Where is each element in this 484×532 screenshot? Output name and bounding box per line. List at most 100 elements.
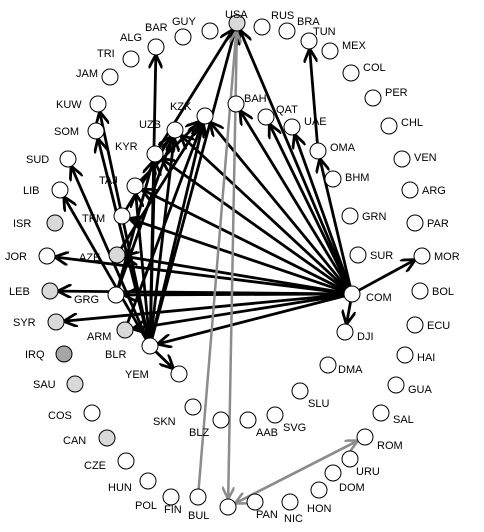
node-label: SAL: [393, 414, 414, 426]
node-circle: [227, 95, 245, 113]
node-circle: [89, 95, 107, 113]
node-label: SUD: [26, 154, 49, 166]
node-circle: [411, 282, 429, 300]
node-label: COM: [366, 292, 392, 304]
node-label: NIC: [284, 513, 303, 525]
node-kuw: KUW: [56, 95, 107, 113]
node-label: KZK: [170, 101, 192, 113]
node-circle: [336, 323, 354, 341]
node-label: BAH: [244, 93, 267, 105]
edge-com-to-uae: [295, 135, 351, 287]
node-label: AAB: [256, 427, 278, 439]
node-label: COS: [48, 410, 72, 422]
node-label: BRA: [297, 16, 320, 28]
node-circle: [219, 498, 237, 516]
node-leb: LEB: [9, 282, 59, 300]
node-circle: [38, 247, 56, 265]
node-label: PAR: [427, 218, 449, 230]
node-label: URU: [356, 466, 380, 478]
node-qat: QAT: [257, 104, 298, 126]
edge-com-to-blr: [159, 294, 345, 344]
node-dji: DJI: [336, 323, 374, 343]
node-label: HON: [307, 503, 332, 515]
node-circle: [356, 428, 374, 446]
node-circle: [341, 207, 359, 225]
node-circle: [342, 64, 360, 82]
node-blz: BLZ: [189, 411, 230, 439]
node-label: AZE: [79, 252, 100, 264]
node-circle: [319, 356, 337, 374]
node-tkm: TKM: [82, 207, 131, 225]
node-label: MOR: [434, 251, 460, 263]
node-circle: [116, 321, 134, 339]
node-isr: ISR: [13, 214, 64, 232]
node-cos: COS: [48, 404, 101, 422]
node-dom: DOM: [324, 464, 365, 494]
node-label: TKM: [82, 213, 105, 225]
node-circle: [101, 68, 119, 86]
node-label: DOM: [339, 482, 365, 494]
edge-com-to-kyr: [162, 159, 347, 291]
node-mor: MOR: [413, 247, 460, 265]
node-bar: BAR: [145, 22, 192, 46]
node-label: BLR: [105, 349, 126, 361]
node-jam: JAM: [76, 68, 119, 86]
node-label: TRI: [97, 48, 115, 60]
node-circle: [324, 170, 342, 188]
node-circle: [278, 22, 296, 40]
node-label: GUY: [172, 16, 197, 28]
edge-com-to-bah: [241, 112, 350, 288]
node-arg: ARG: [401, 181, 446, 199]
node-circle: [309, 142, 327, 160]
node-bul: BUL: [188, 498, 237, 522]
node-syr: SYR: [13, 313, 65, 331]
node-label: BLZ: [189, 427, 209, 439]
node-circle: [239, 411, 257, 429]
node-can: CAN: [63, 429, 116, 447]
node-circle: [113, 207, 131, 225]
edge-com-to-usa: [241, 31, 351, 288]
node-label: TUN: [313, 26, 336, 38]
node-bol: BOL: [411, 282, 454, 300]
node-circle: [184, 398, 202, 416]
node-label: LIB: [23, 185, 40, 197]
node-col: COL: [342, 62, 386, 82]
node-circle: [228, 14, 246, 32]
edge-blr-to-som: [98, 140, 150, 339]
node-sud: SUD: [26, 150, 77, 168]
node-bhm: BHM: [324, 170, 369, 188]
node-svg: SVG: [266, 406, 306, 434]
node-label: SUR: [370, 250, 393, 262]
node-circle: [396, 346, 414, 364]
node-tri: TRI: [97, 48, 140, 68]
node-label: MEX: [342, 40, 367, 52]
node-label: ECU: [427, 320, 450, 332]
node-circle: [46, 214, 64, 232]
node-label: KUW: [56, 99, 82, 111]
node-circle: [341, 450, 359, 468]
node-circle: [122, 50, 140, 68]
edge-com-to-jor: [56, 257, 345, 295]
node-uzb: UZB: [139, 119, 184, 139]
node-kzk: KZK: [170, 101, 214, 125]
node-circle: [41, 282, 59, 300]
node-circle: [146, 145, 164, 163]
node-label: USA: [225, 9, 248, 21]
node-circle: [170, 365, 188, 383]
node-label: GUA: [408, 384, 433, 396]
node-circle: [321, 42, 339, 60]
node-label: HAI: [417, 352, 435, 364]
node-circle: [166, 121, 184, 139]
edge-grg-to-uzb: [117, 138, 172, 288]
edge-arm-to-kzk: [126, 124, 202, 323]
node-circle: [246, 493, 264, 511]
node-hun: HUN: [108, 472, 157, 494]
node-fin: FIN: [164, 488, 207, 516]
node-circle: [349, 246, 367, 264]
node-circle: [343, 285, 361, 303]
node-label: BOL: [432, 286, 454, 298]
node-circle: [406, 214, 424, 232]
node-circle: [283, 118, 301, 136]
node-circle: [212, 411, 230, 429]
node-gua: GUA: [387, 376, 433, 396]
